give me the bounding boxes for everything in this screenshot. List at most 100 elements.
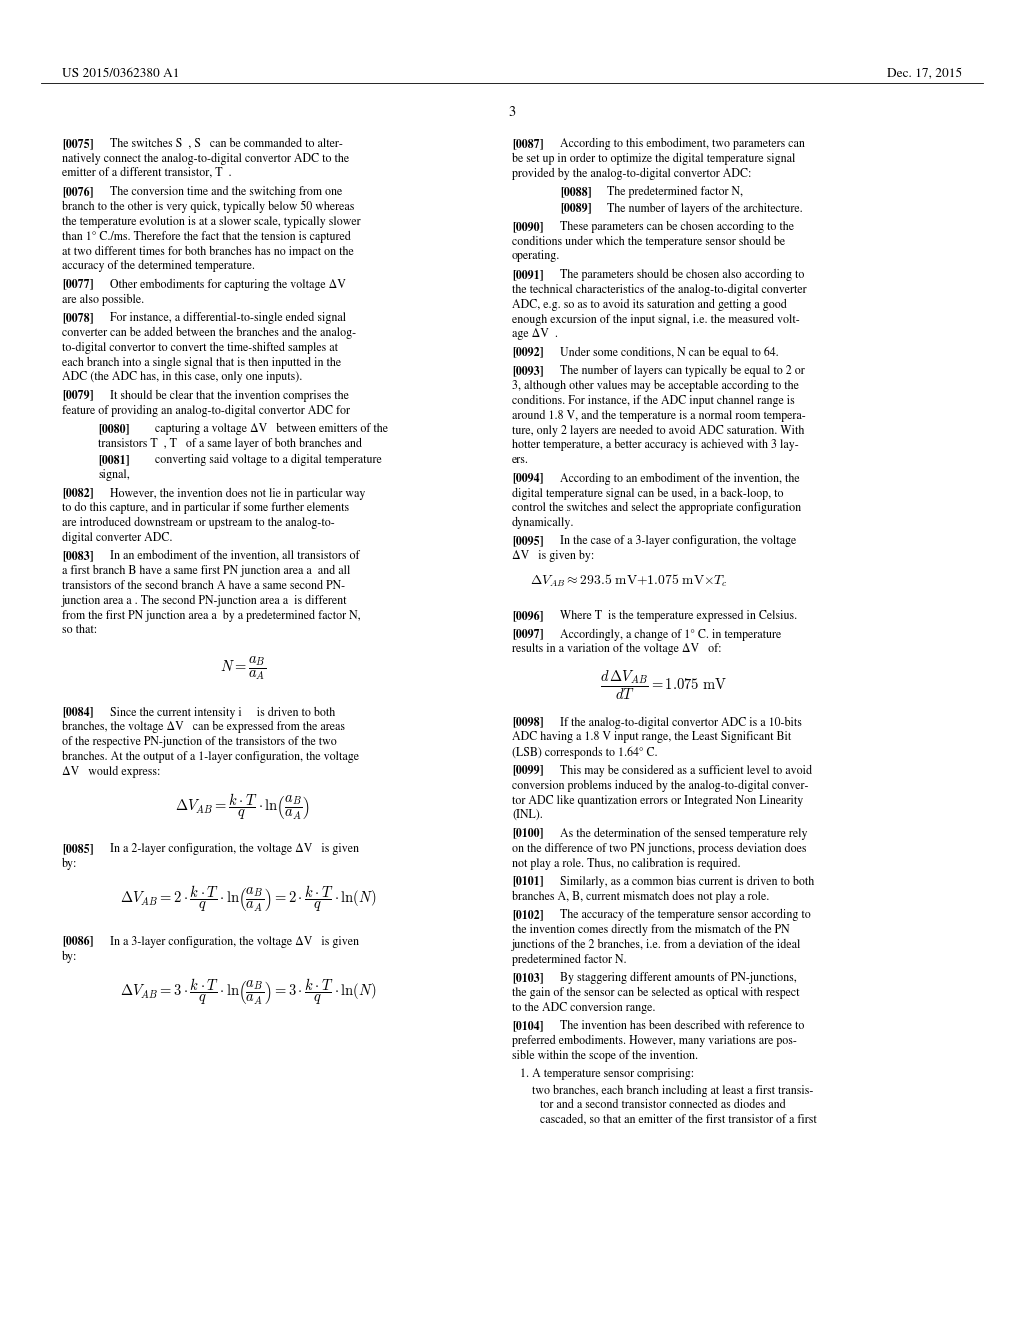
Text: [0085]: [0085] <box>62 843 93 855</box>
Text: These parameters can be chosen according to the: These parameters can be chosen according… <box>560 220 794 234</box>
Text: conditions. For instance, if the ADC input channel range is: conditions. For instance, if the ADC inp… <box>512 395 795 407</box>
Text: by:: by: <box>62 858 78 870</box>
Text: However, the invention does not lie in particular way: However, the invention does not lie in p… <box>110 487 366 499</box>
Text: The accuracy of the temperature sensor according to: The accuracy of the temperature sensor a… <box>560 909 811 921</box>
Text: 3: 3 <box>508 106 516 119</box>
Text: feature of providing an analog-to-digital convertor ADC for: feature of providing an analog-to-digita… <box>62 404 350 417</box>
Text: conversion problems induced by the analog-to-digital conver-: conversion problems induced by the analo… <box>512 780 809 792</box>
Text: (INL).: (INL). <box>512 809 543 821</box>
Text: [0087]: [0087] <box>512 139 544 150</box>
Text: Where Tᶜ is the temperature expressed in Celsius.: Where Tᶜ is the temperature expressed in… <box>560 610 798 623</box>
Text: a first branch B have a same first PN junction area aᴮ and all: a first branch B have a same first PN ju… <box>62 565 350 577</box>
Text: Since the current intensity iₙᴵₐₛ is driven to both: Since the current intensity iₙᴵₐₛ is dri… <box>110 706 335 718</box>
Text: accuracy of the determined temperature.: accuracy of the determined temperature. <box>62 260 255 272</box>
Text: $\Delta V_{AB}{\approx}293.5\ \mathrm{mV}{+}1.075\ \mathrm{mV}{\times}T_c$: $\Delta V_{AB}{\approx}293.5\ \mathrm{mV… <box>530 573 728 590</box>
Text: The invention has been described with reference to: The invention has been described with re… <box>560 1020 805 1032</box>
Text: around 1.8 V, and the temperature is a normal room tempera-: around 1.8 V, and the temperature is a n… <box>512 409 806 422</box>
Text: According to this embodiment, two parameters can: According to this embodiment, two parame… <box>560 139 805 150</box>
Text: provided by the analog-to-digital convertor ADC:: provided by the analog-to-digital conver… <box>512 168 752 180</box>
Text: $\Delta V_{AB} = \dfrac{k \cdot T}{q} \cdot \ln\!\left(\dfrac{a_B}{a_A}\right)$: $\Delta V_{AB} = \dfrac{k \cdot T}{q} \c… <box>175 792 310 822</box>
Text: at two different times for both branches has no impact on the: at two different times for both branches… <box>62 246 353 257</box>
Text: 1. A temperature sensor comprising:: 1. A temperature sensor comprising: <box>520 1068 694 1080</box>
Text: be set up in order to optimize the digital temperature signal: be set up in order to optimize the digit… <box>512 153 796 165</box>
Text: The predetermined factor N,: The predetermined factor N, <box>607 186 743 198</box>
Text: predetermined factor N.: predetermined factor N. <box>512 953 627 966</box>
Text: the temperature evolution is at a slower scale, typically slower: the temperature evolution is at a slower… <box>62 215 360 227</box>
Text: [0078]: [0078] <box>62 312 93 323</box>
Text: In a 2-layer configuration, the voltage ΔVₐₙ is given: In a 2-layer configuration, the voltage … <box>110 843 359 855</box>
Text: to do this capture, and in particular if some further elements: to do this capture, and in particular if… <box>62 502 349 515</box>
Text: not play a role. Thus, no calibration is required.: not play a role. Thus, no calibration is… <box>512 857 740 870</box>
Text: [0101]: [0101] <box>512 875 544 888</box>
Text: capturing a voltage ΔVₐₙ between emitters of the: capturing a voltage ΔVₐₙ between emitter… <box>155 422 388 436</box>
Text: the invention comes directly from the mismatch of the PN: the invention comes directly from the mi… <box>512 924 790 936</box>
Text: emitter of a different transistor, Tₐ₃.: emitter of a different transistor, Tₐ₃. <box>62 168 231 180</box>
Text: If the analog-to-digital convertor ADC is a 10-bits: If the analog-to-digital convertor ADC i… <box>560 717 802 729</box>
Text: [0102]: [0102] <box>512 909 544 921</box>
Text: digital temperature signal can be used, in a back-loop, to: digital temperature signal can be used, … <box>512 487 783 499</box>
Text: $\Delta V_{AB} = 3 \cdot \dfrac{k \cdot T}{q} \cdot \ln\!\left(\dfrac{a_B}{a_A}\: $\Delta V_{AB} = 3 \cdot \dfrac{k \cdot … <box>120 977 377 1007</box>
Text: In the case of a 3-layer configuration, the voltage: In the case of a 3-layer configuration, … <box>560 536 797 548</box>
Text: [0075]: [0075] <box>62 139 93 150</box>
Text: According to an embodiment of the invention, the: According to an embodiment of the invent… <box>560 473 800 484</box>
Text: US 2015/0362380 A1: US 2015/0362380 A1 <box>62 69 179 79</box>
Text: [0080]: [0080] <box>98 422 129 434</box>
Text: junction area aₐ. The second PN-junction area aₐ is different: junction area aₐ. The second PN-junction… <box>62 594 347 607</box>
Text: [0099]: [0099] <box>512 764 544 776</box>
Text: two branches, each branch including at least a first transis-: two branches, each branch including at l… <box>532 1085 813 1097</box>
Text: results in a variation of the voltage ΔVₐₙ of:: results in a variation of the voltage ΔV… <box>512 643 722 656</box>
Text: transistors of the second branch A have a same second PN-: transistors of the second branch A have … <box>62 579 345 591</box>
Text: 3, although other values may be acceptable according to the: 3, although other values may be acceptab… <box>512 380 799 392</box>
Text: This may be considered as a sufficient level to avoid: This may be considered as a sufficient l… <box>560 764 812 777</box>
Text: [0089]: [0089] <box>560 202 592 214</box>
Text: The number of layers of the architecture.: The number of layers of the architecture… <box>607 202 803 215</box>
Text: It should be clear that the invention comprises the: It should be clear that the invention co… <box>110 389 349 401</box>
Text: [0103]: [0103] <box>512 972 544 983</box>
Text: conditions under which the temperature sensor should be: conditions under which the temperature s… <box>512 236 785 248</box>
Text: [0088]: [0088] <box>560 186 592 198</box>
Text: digital converter ADC.: digital converter ADC. <box>62 532 172 544</box>
Text: than 1° C./ms. Therefore the fact that the tension is captured: than 1° C./ms. Therefore the fact that t… <box>62 231 351 243</box>
Text: natively connect the analog-to-digital convertor ADC to the: natively connect the analog-to-digital c… <box>62 153 349 165</box>
Text: [0097]: [0097] <box>512 628 544 640</box>
Text: converting said voltage to a digital temperature: converting said voltage to a digital tem… <box>155 454 382 466</box>
Text: branch to the other is very quick, typically below 50 whereas: branch to the other is very quick, typic… <box>62 201 354 214</box>
Text: [0077]: [0077] <box>62 279 93 290</box>
Text: transistors Tₐ₂, Tₙ₂ of a same layer of both branches and: transistors Tₐ₂, Tₙ₂ of a same layer of … <box>98 438 362 450</box>
Text: [0096]: [0096] <box>512 610 544 622</box>
Text: tor ADC like quantization errors or Integrated Non Linearity: tor ADC like quantization errors or Inte… <box>512 795 803 807</box>
Text: are introduced downstream or upstream to the analog-to-: are introduced downstream or upstream to… <box>62 517 335 529</box>
Text: By staggering different amounts of PN-junctions,: By staggering different amounts of PN-ju… <box>560 972 797 985</box>
Text: junctions of the 2 branches, i.e. from a deviation of the ideal: junctions of the 2 branches, i.e. from a… <box>512 939 802 950</box>
Text: ΔVₐₙ is given by:: ΔVₐₙ is given by: <box>512 550 594 562</box>
Text: ADC having a 1.8 V input range, the Least Significant Bit: ADC having a 1.8 V input range, the Leas… <box>512 731 792 743</box>
Text: on the difference of two PN junctions, process deviation does: on the difference of two PN junctions, p… <box>512 842 807 855</box>
Text: [0093]: [0093] <box>512 366 544 378</box>
Text: of the respective PN-junction of the transistors of the two: of the respective PN-junction of the tra… <box>62 737 337 748</box>
Text: preferred embodiments. However, many variations are pos-: preferred embodiments. However, many var… <box>512 1035 797 1047</box>
Text: [0091]: [0091] <box>512 269 544 281</box>
Text: age ΔVₐₙ.: age ΔVₐₙ. <box>512 329 558 341</box>
Text: [0100]: [0100] <box>512 828 544 840</box>
Text: ture, only 2 layers are needed to avoid ADC saturation. With: ture, only 2 layers are needed to avoid … <box>512 425 805 437</box>
Text: [0104]: [0104] <box>512 1020 544 1032</box>
Text: Under some conditions, N can be equal to 64.: Under some conditions, N can be equal to… <box>560 347 778 359</box>
Text: each branch into a single signal that is then inputted in the: each branch into a single signal that is… <box>62 356 341 368</box>
Text: hotter temperature, a better accuracy is achieved with 3 lay-: hotter temperature, a better accuracy is… <box>512 440 799 451</box>
Text: so that:: so that: <box>62 624 97 636</box>
Text: The parameters should be chosen also according to: The parameters should be chosen also acc… <box>560 269 805 281</box>
Text: $\dfrac{d\,\Delta V_{AB}}{dT} = 1.075\ \mathrm{mV}$: $\dfrac{d\,\Delta V_{AB}}{dT} = 1.075\ \… <box>600 669 727 702</box>
Text: Similarly, as a common bias current is driven to both: Similarly, as a common bias current is d… <box>560 875 814 888</box>
Text: enough excursion of the input signal, i.e. the measured volt-: enough excursion of the input signal, i.… <box>512 313 800 326</box>
Text: [0092]: [0092] <box>512 347 544 359</box>
Text: [0094]: [0094] <box>512 473 544 484</box>
Text: sible within the scope of the invention.: sible within the scope of the invention. <box>512 1049 698 1063</box>
Text: are also possible.: are also possible. <box>62 293 144 306</box>
Text: As the determination of the sensed temperature rely: As the determination of the sensed tempe… <box>560 828 808 840</box>
Text: branches A, B, current mismatch does not play a role.: branches A, B, current mismatch does not… <box>512 891 769 903</box>
Text: Dec. 17, 2015: Dec. 17, 2015 <box>887 69 962 79</box>
Text: The switches Sₐ₃, Sₛ₃ can be commanded to alter-: The switches Sₐ₃, Sₛ₃ can be commanded t… <box>110 139 343 149</box>
Text: In a 3-layer configuration, the voltage ΔVₐₙ is given: In a 3-layer configuration, the voltage … <box>110 936 359 948</box>
Text: ADC (the ADC has, in this case, only one inputs).: ADC (the ADC has, in this case, only one… <box>62 371 302 383</box>
Text: In an embodiment of the invention, all transistors of: In an embodiment of the invention, all t… <box>110 550 359 562</box>
